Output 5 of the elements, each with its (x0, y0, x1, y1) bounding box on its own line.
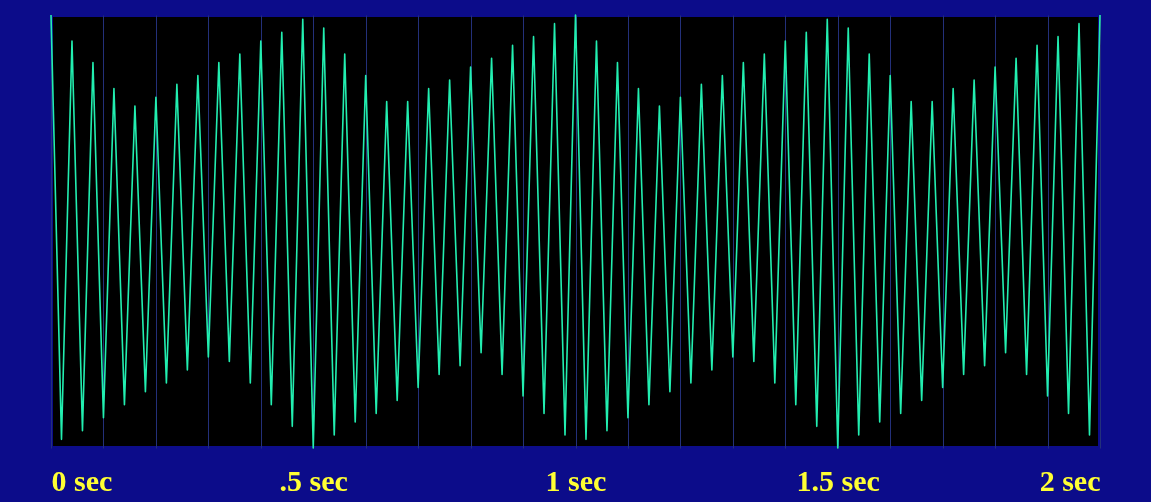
x-tick-label: 2 sec (1039, 463, 1101, 497)
x-tick-label: 1 sec (545, 463, 607, 497)
x-tick-label: 1.5 sec (796, 463, 880, 497)
x-tick-label: 0 sec (51, 463, 113, 497)
x-tick-label: .5 sec (279, 463, 348, 497)
